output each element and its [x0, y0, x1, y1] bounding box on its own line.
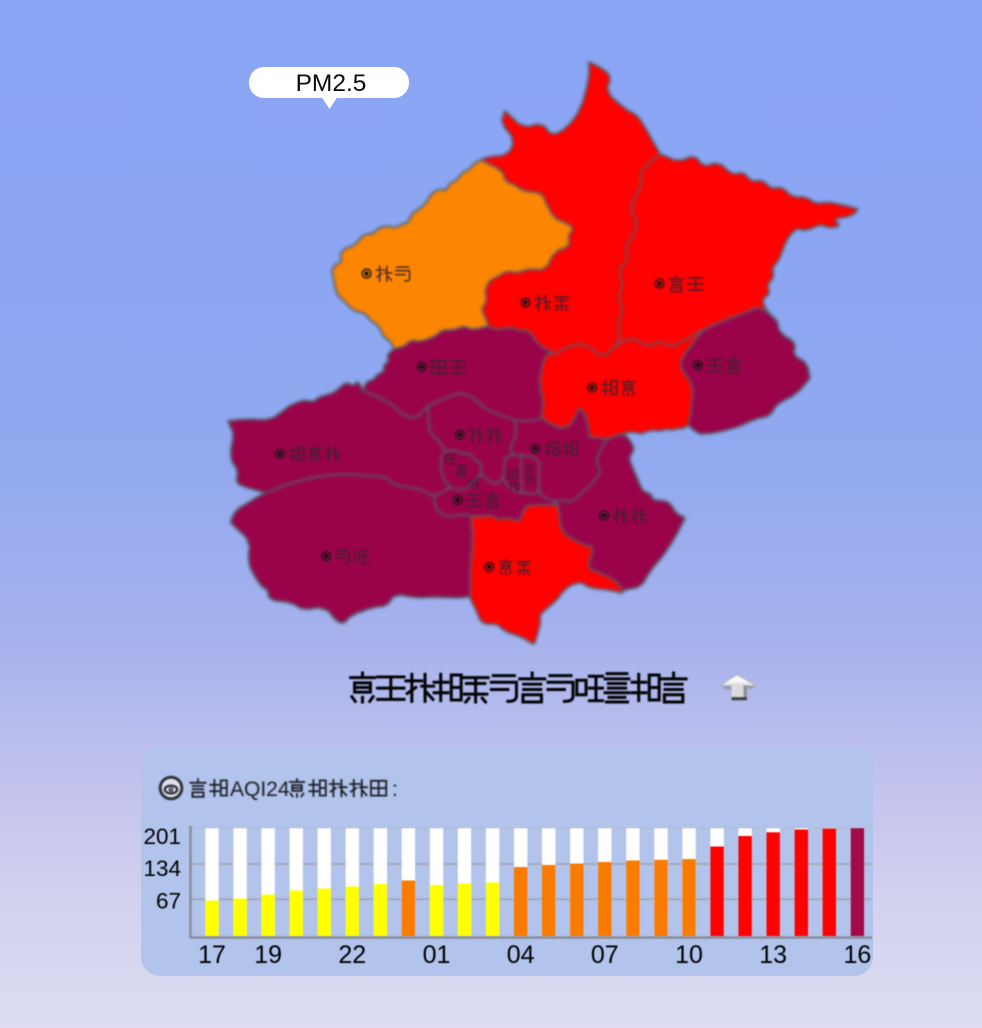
svg-text::: :	[392, 778, 398, 801]
svg-text:04: 04	[507, 941, 535, 969]
svg-text:AQI24: AQI24	[230, 778, 290, 801]
svg-text:19: 19	[254, 941, 282, 969]
svg-text:17: 17	[198, 941, 226, 969]
svg-text:07: 07	[591, 941, 619, 969]
svg-text:01: 01	[423, 941, 451, 969]
svg-text:10: 10	[675, 941, 703, 969]
svg-text:PM2.5: PM2.5	[296, 70, 367, 97]
svg-text:67: 67	[156, 889, 181, 914]
svg-text:201: 201	[143, 824, 181, 849]
svg-text:16: 16	[843, 941, 871, 969]
svg-text:134: 134	[143, 856, 181, 881]
svg-text:22: 22	[338, 941, 366, 969]
svg-text:13: 13	[759, 941, 787, 969]
